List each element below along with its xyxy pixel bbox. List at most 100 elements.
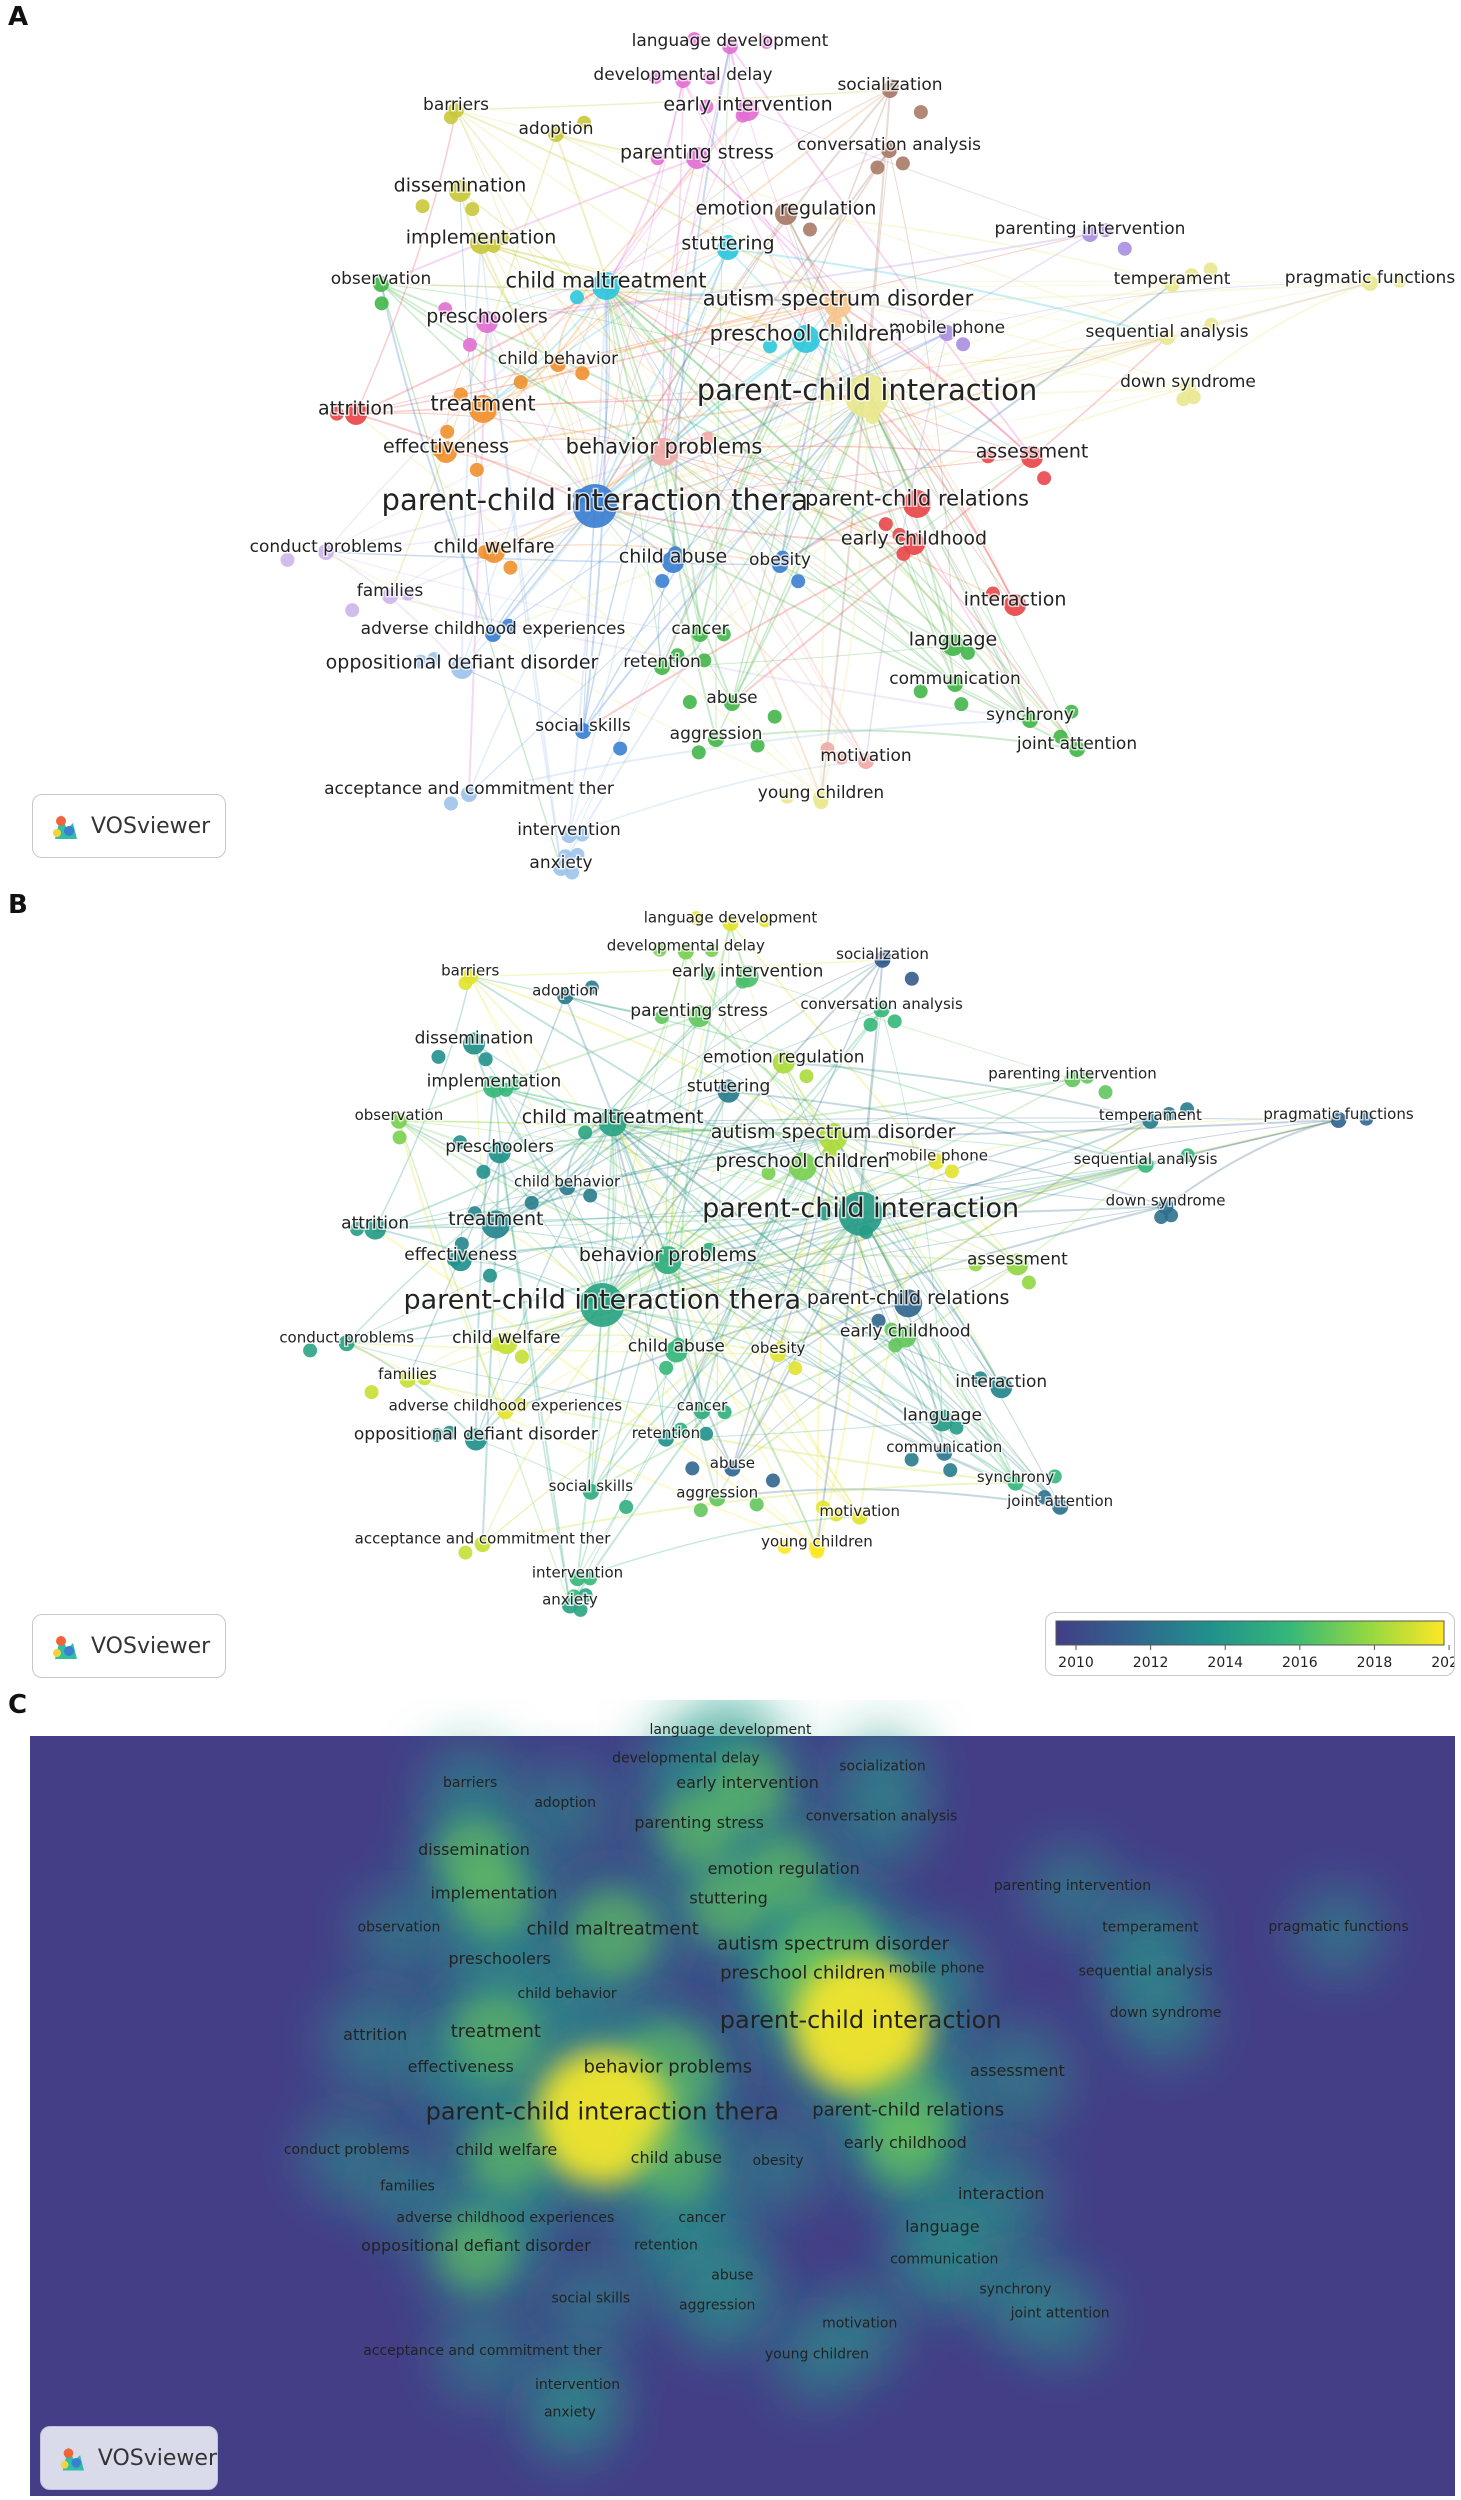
node-minor[interactable] (791, 574, 806, 589)
node-minor[interactable] (482, 1268, 497, 1283)
node-minor[interactable] (443, 796, 458, 811)
node-synchrony[interactable] (1022, 712, 1038, 728)
node-minor[interactable] (691, 745, 706, 760)
node-autism-spectrum-disorder[interactable] (824, 290, 852, 318)
node-minor[interactable] (788, 1361, 803, 1376)
node-conduct-problems[interactable] (318, 544, 334, 560)
node-families[interactable] (399, 1371, 416, 1388)
node-minor[interactable] (763, 339, 778, 354)
node-child-behavior[interactable] (559, 1179, 576, 1196)
node-minor[interactable] (761, 1166, 776, 1181)
node-abuse[interactable] (724, 695, 740, 711)
node-minor[interactable] (495, 231, 510, 246)
node-implementation[interactable] (482, 1075, 505, 1098)
node-language[interactable] (942, 634, 964, 656)
node-minor[interactable] (442, 1425, 457, 1440)
node-minor[interactable] (944, 1164, 959, 1179)
node-developmental-delay[interactable] (677, 943, 694, 960)
node-minor[interactable] (689, 911, 704, 926)
node-minor[interactable] (717, 1405, 732, 1420)
node-minor[interactable] (400, 586, 415, 601)
node-minor[interactable] (1037, 1490, 1052, 1505)
node-minor[interactable] (985, 586, 1000, 601)
node-implementation[interactable] (470, 232, 492, 254)
node-parent-child-interaction[interactable] (845, 374, 889, 418)
node-minor[interactable] (578, 1588, 593, 1603)
node-motivation[interactable] (851, 1508, 868, 1525)
node-minor[interactable] (458, 1545, 473, 1560)
node-aggression[interactable] (709, 1490, 726, 1507)
node-conduct-problems[interactable] (338, 1335, 355, 1352)
node-stuttering[interactable] (717, 1080, 740, 1103)
node-minor[interactable] (973, 1371, 988, 1386)
node-minor[interactable] (750, 738, 765, 753)
node-minor[interactable] (820, 742, 835, 757)
node-minor[interactable] (758, 913, 773, 928)
node-young-children[interactable] (808, 1539, 825, 1556)
node-communication[interactable] (936, 1444, 953, 1461)
node-interaction[interactable] (990, 1376, 1013, 1399)
node-minor[interactable] (652, 942, 667, 957)
node-pcit[interactable] (573, 484, 617, 528)
node-minor[interactable] (462, 337, 477, 352)
node-adverse-childhood-experiences[interactable] (497, 1403, 514, 1420)
node-preschool-children[interactable] (792, 325, 820, 353)
node-child-maltreatment[interactable] (592, 272, 620, 300)
node-minor[interactable] (701, 967, 716, 982)
node-minor[interactable] (949, 1420, 964, 1435)
node-minor[interactable] (892, 527, 907, 542)
node-social-skills[interactable] (582, 1483, 599, 1500)
node-communication[interactable] (947, 676, 963, 692)
node-treatment[interactable] (481, 1210, 510, 1239)
node-minor[interactable] (670, 648, 685, 663)
node-early-intervention[interactable] (737, 99, 759, 121)
node-minor[interactable] (427, 652, 442, 667)
node-obesity[interactable] (770, 1345, 786, 1362)
node-parenting-intervention[interactable] (1064, 1071, 1081, 1088)
node-minor[interactable] (968, 1257, 983, 1272)
node-synchrony[interactable] (1007, 1474, 1024, 1491)
node-minor[interactable] (650, 151, 665, 166)
node-young-children[interactable] (813, 790, 829, 806)
node-minor[interactable] (1359, 1111, 1374, 1126)
node-minor[interactable] (280, 552, 295, 567)
node-families[interactable] (382, 588, 398, 604)
node-minor[interactable] (329, 406, 344, 421)
node-social-skills[interactable] (575, 723, 591, 739)
node-language-development[interactable] (722, 915, 739, 932)
node-barriers[interactable] (448, 102, 464, 118)
node-minor[interactable] (465, 202, 480, 217)
node-minor[interactable] (767, 709, 782, 724)
node-minor[interactable] (467, 1206, 482, 1221)
node-minor[interactable] (693, 1503, 708, 1518)
node-retention[interactable] (657, 1430, 674, 1447)
node-minor[interactable] (1117, 241, 1132, 256)
node-effectiveness[interactable] (449, 1249, 472, 1272)
node-minor[interactable] (777, 1539, 792, 1554)
node-oppositional-defiant-disorder[interactable] (451, 657, 473, 679)
node-minor[interactable] (863, 1017, 878, 1032)
node-parenting-stress[interactable] (686, 147, 708, 169)
node-minor[interactable] (697, 653, 712, 668)
node-temperament[interactable] (1142, 1112, 1159, 1129)
node-minor[interactable] (871, 1313, 886, 1328)
node-minor[interactable] (507, 1076, 522, 1091)
node-minor[interactable] (514, 1349, 529, 1364)
node-minor[interactable] (431, 1049, 446, 1064)
node-sequential-analysis[interactable] (1159, 329, 1175, 345)
node-developmental-delay[interactable] (675, 72, 691, 88)
node-parenting-stress[interactable] (688, 1005, 711, 1028)
node-mobile-phone[interactable] (939, 325, 955, 341)
node-minor[interactable] (1080, 1069, 1095, 1084)
node-minor[interactable] (374, 296, 389, 311)
node-minor[interactable] (659, 1360, 674, 1375)
node-minor[interactable] (1098, 1085, 1113, 1100)
node-preschoolers[interactable] (488, 1141, 511, 1164)
node-dissemination[interactable] (449, 180, 471, 202)
node-attrition[interactable] (345, 403, 367, 425)
node-minor[interactable] (1098, 223, 1113, 238)
node-observation[interactable] (373, 276, 389, 292)
node-minor[interactable] (454, 1237, 469, 1252)
node-minor[interactable] (438, 302, 453, 317)
node-cancer[interactable] (692, 626, 708, 642)
